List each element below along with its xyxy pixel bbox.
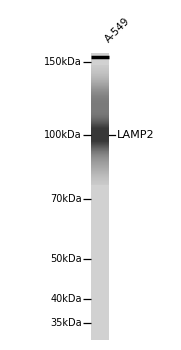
Text: A-549: A-549 bbox=[103, 16, 131, 44]
Text: 40kDa: 40kDa bbox=[50, 294, 82, 304]
Text: 70kDa: 70kDa bbox=[50, 194, 82, 204]
Text: 50kDa: 50kDa bbox=[50, 254, 82, 264]
Text: LAMP2: LAMP2 bbox=[117, 130, 155, 140]
Text: 150kDa: 150kDa bbox=[44, 57, 82, 67]
Text: 35kDa: 35kDa bbox=[50, 318, 82, 328]
Bar bbox=[91, 52, 109, 340]
Text: 100kDa: 100kDa bbox=[44, 130, 82, 140]
